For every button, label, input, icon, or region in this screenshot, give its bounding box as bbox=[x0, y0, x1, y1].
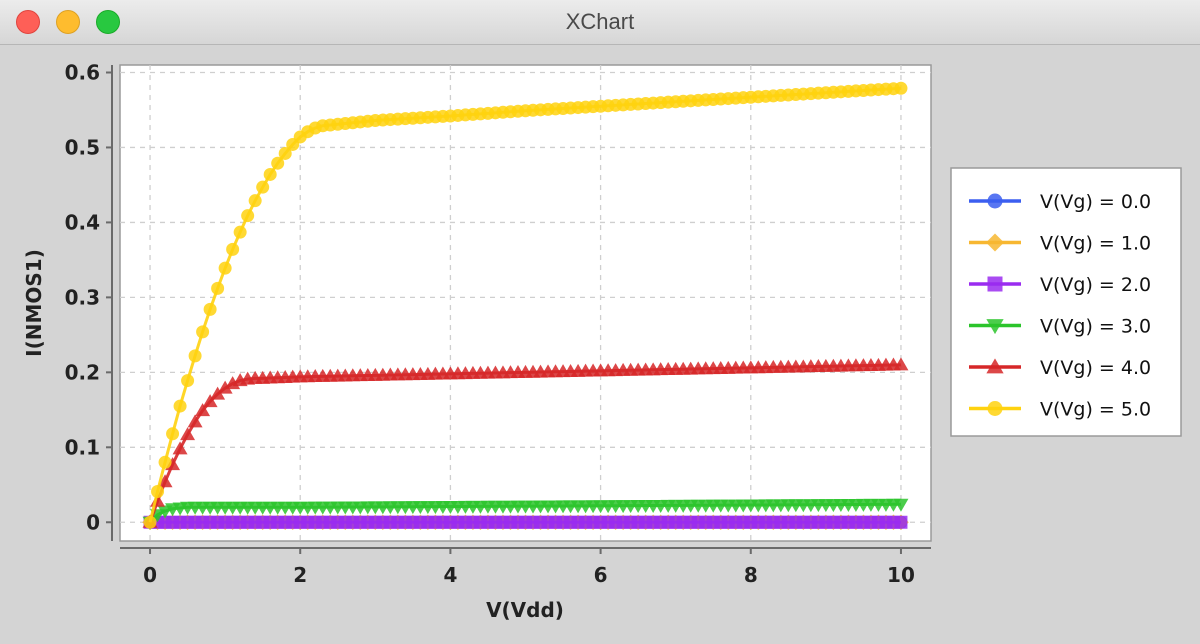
data-point bbox=[894, 81, 908, 95]
legend-box bbox=[950, 167, 1182, 437]
x-tick-label: 10 bbox=[887, 563, 915, 587]
legend: V(Vg) = 0.0 V(Vg) = 1.0 V(Vg) = 2.0 V(Vg) =… bbox=[950, 167, 1182, 437]
legend-item: V(Vg) = 3.0 bbox=[969, 316, 1151, 338]
series-2 bbox=[143, 515, 908, 529]
data-point bbox=[893, 498, 909, 512]
data-point bbox=[210, 386, 226, 400]
data-point bbox=[172, 441, 188, 455]
data-point bbox=[196, 325, 210, 339]
data-point bbox=[187, 414, 203, 428]
window-title: XChart bbox=[565, 9, 635, 34]
y-tick-label: 0.1 bbox=[65, 435, 100, 459]
x-tick-label: 4 bbox=[443, 563, 457, 587]
data-point bbox=[256, 180, 270, 194]
data-point bbox=[188, 349, 202, 363]
data-point bbox=[218, 261, 232, 275]
series-layer bbox=[142, 81, 909, 531]
data-point bbox=[181, 374, 195, 388]
legend-item: V(Vg) = 1.0 bbox=[969, 233, 1151, 255]
y-tick-label: 0.5 bbox=[65, 135, 100, 159]
data-point bbox=[151, 485, 165, 499]
data-point bbox=[278, 146, 292, 160]
legend-marker bbox=[987, 276, 1003, 292]
data-point bbox=[158, 455, 172, 469]
legend-marker bbox=[986, 233, 1004, 252]
data-point bbox=[157, 474, 173, 488]
data-point bbox=[143, 515, 157, 529]
data-point bbox=[173, 399, 187, 413]
y-tick-label: 0.2 bbox=[65, 360, 100, 384]
x-tick-label: 0 bbox=[143, 563, 157, 587]
legend-label: V(Vg) = 1.0 bbox=[1040, 233, 1151, 255]
data-point bbox=[217, 380, 233, 394]
legend-item: V(Vg) = 0.0 bbox=[969, 191, 1151, 213]
legend-label: V(Vg) = 3.0 bbox=[1040, 316, 1151, 338]
legend-marker bbox=[986, 358, 1004, 374]
data-point bbox=[226, 242, 240, 256]
x-axis-label: V(Vdd) bbox=[486, 598, 564, 622]
data-point bbox=[271, 156, 285, 170]
legend-label: V(Vg) = 0.0 bbox=[1040, 191, 1151, 213]
data-point bbox=[233, 225, 247, 239]
legend-label: V(Vg) = 4.0 bbox=[1040, 357, 1151, 379]
minimize-window-button[interactable] bbox=[56, 10, 80, 34]
legend-marker bbox=[986, 319, 1004, 335]
y-tick-label: 0.6 bbox=[65, 60, 100, 84]
legend-item: V(Vg) = 4.0 bbox=[969, 357, 1151, 379]
legend-marker bbox=[987, 401, 1003, 416]
title-bar: XChart bbox=[0, 0, 1200, 45]
x-tick-label: 6 bbox=[594, 563, 608, 587]
data-point bbox=[195, 403, 211, 417]
y-tick-label: 0.4 bbox=[65, 210, 100, 234]
legend-label: V(Vg) = 2.0 bbox=[1040, 274, 1151, 296]
legend-item: V(Vg) = 2.0 bbox=[969, 274, 1151, 296]
close-window-button[interactable] bbox=[16, 10, 40, 34]
data-point bbox=[248, 194, 262, 208]
data-point bbox=[263, 167, 277, 181]
series-4 bbox=[142, 357, 909, 528]
zoom-window-button[interactable] bbox=[96, 10, 120, 34]
data-point bbox=[894, 515, 908, 529]
legend-marker bbox=[987, 193, 1003, 209]
x-tick-label: 2 bbox=[293, 563, 307, 587]
legend-item: V(Vg) = 5.0 bbox=[969, 399, 1151, 421]
data-point bbox=[893, 357, 909, 371]
data-point bbox=[166, 427, 180, 441]
y-tick-label: 0.3 bbox=[65, 285, 100, 309]
series-5 bbox=[143, 81, 908, 529]
x-tick-label: 8 bbox=[744, 563, 758, 587]
data-point bbox=[211, 281, 225, 295]
data-point bbox=[203, 302, 217, 316]
data-point bbox=[202, 394, 218, 408]
legend-label: V(Vg) = 5.0 bbox=[1040, 399, 1151, 421]
series-3 bbox=[142, 498, 909, 530]
data-point bbox=[241, 209, 255, 223]
data-point bbox=[180, 427, 196, 441]
chart: 0 2 4 6 8 10 0 0.1 0.2 0.3 0.4 0.5 0.6 V(Vdd) I(NMOS… bbox=[22, 60, 1182, 622]
y-tick-label: 0 bbox=[86, 510, 100, 534]
plot-area bbox=[119, 64, 932, 542]
y-axis-label: I(NMOS1) bbox=[22, 249, 46, 357]
axis-ticks: 0 2 4 6 8 10 0 0.1 0.2 0.3 0.4 0.5 0.6 bbox=[65, 60, 915, 587]
